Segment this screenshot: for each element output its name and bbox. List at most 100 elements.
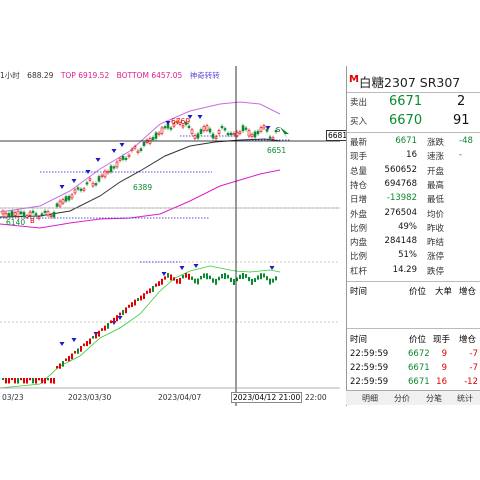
candle-body bbox=[10, 210, 14, 217]
indicator-candle bbox=[269, 278, 271, 285]
trading-screen: S B 1小时 688.29 TOP 6919.52 BOTTOM 6457.0… bbox=[0, 66, 480, 406]
candle-body bbox=[73, 189, 77, 194]
indicator-candle bbox=[149, 288, 151, 294]
indicator-candle bbox=[254, 278, 256, 283]
quote-row: 外盘 276504 均价 bbox=[347, 208, 480, 221]
indicator-name[interactable]: 神奇转转 bbox=[189, 71, 220, 80]
quote-row: 比例 49% 昨收 bbox=[347, 222, 480, 235]
indicator-candle bbox=[74, 351, 76, 354]
candle-body bbox=[112, 166, 116, 169]
candle-body bbox=[139, 148, 143, 151]
indicator-candle bbox=[41, 378, 43, 384]
candle-body bbox=[244, 127, 248, 130]
quote-row-label2: 最高 bbox=[427, 180, 445, 191]
quote-row-value: 560652 bbox=[384, 164, 417, 175]
quote-row-label2: 昨收 bbox=[427, 223, 445, 234]
candle-body bbox=[109, 165, 113, 173]
indicator-candle bbox=[140, 295, 142, 301]
indicator-candle bbox=[188, 273, 190, 280]
indicator-candle bbox=[86, 341, 88, 347]
indicator-candle bbox=[224, 273, 226, 280]
buy-volume: 91 bbox=[453, 113, 470, 128]
buy-row[interactable]: 买入 6670 91 bbox=[347, 113, 480, 128]
tab-price-dist[interactable]: 分价 bbox=[394, 394, 410, 403]
quote-row-label: 总量 bbox=[350, 166, 368, 177]
indicator-candle bbox=[92, 336, 94, 339]
big-col-chg: 增仓 bbox=[459, 287, 477, 297]
indicator-candle bbox=[260, 273, 262, 280]
support-resistance-dots bbox=[0, 135, 290, 263]
quote-row-label: 现手 bbox=[350, 152, 368, 163]
candle-body bbox=[61, 199, 65, 204]
label-last: 6651 bbox=[267, 146, 287, 155]
trade-time: 22:59:59 bbox=[350, 377, 389, 387]
indicator-candle bbox=[128, 304, 130, 308]
indicator-candle bbox=[77, 348, 79, 354]
signal-triangle bbox=[111, 149, 117, 153]
candle-body bbox=[220, 125, 224, 129]
indicator-candle bbox=[56, 366, 58, 369]
quote-header: M 白糖2307 SR307 bbox=[347, 72, 480, 90]
sell-volume: 2 bbox=[457, 94, 466, 109]
candlestick-chart[interactable]: S B bbox=[0, 66, 340, 406]
indicator-candle bbox=[236, 277, 238, 282]
indicator-candle bbox=[230, 277, 232, 283]
candle-body bbox=[253, 131, 257, 138]
candle-body bbox=[13, 212, 17, 216]
indicator-candle bbox=[119, 312, 121, 316]
quote-row-label: 最新 bbox=[350, 138, 368, 148]
trade-time: 22:59:59 bbox=[350, 363, 389, 373]
candle-body bbox=[163, 126, 167, 129]
indicator-candle bbox=[146, 290, 148, 294]
tab-detail[interactable]: 明细 bbox=[362, 394, 378, 403]
indicator-candle bbox=[44, 378, 46, 384]
indicator-candle bbox=[164, 276, 166, 280]
candle-body bbox=[172, 123, 176, 127]
candle-body bbox=[250, 134, 254, 137]
indicator-candle bbox=[80, 346, 82, 352]
indicator-candle bbox=[101, 328, 103, 331]
candle-body bbox=[7, 212, 11, 217]
sell-row[interactable]: 卖出 6671 2 bbox=[347, 94, 480, 109]
indicator-bottom: BOTTOM 6457.05 bbox=[116, 71, 183, 80]
quote-row: 总量 560652 开盘 bbox=[347, 165, 480, 178]
upper-band-path bbox=[0, 101, 281, 213]
indicator-candle bbox=[218, 276, 220, 281]
quote-row-value: -13982 bbox=[386, 193, 417, 204]
candle-body bbox=[85, 182, 89, 185]
signal-triangle bbox=[197, 115, 203, 119]
quote-row-label2: 昨结 bbox=[427, 238, 445, 249]
quote-row-label: 杠杆 bbox=[350, 266, 368, 277]
signal-triangle bbox=[187, 115, 193, 119]
lower-band-line bbox=[0, 169, 281, 229]
indicator-candle bbox=[116, 315, 118, 322]
contract-title[interactable]: 白糖2307 SR307 bbox=[359, 75, 461, 90]
quote-row: 杠杆 14.29 跌停 bbox=[347, 265, 480, 278]
candle-body bbox=[118, 158, 122, 161]
indicator-step-line bbox=[0, 265, 281, 389]
indicator-signal-triangle bbox=[179, 266, 185, 270]
indicator-candle bbox=[23, 378, 25, 384]
sell-label: 卖出 bbox=[350, 98, 368, 108]
indicator-candle bbox=[89, 338, 91, 345]
trade-vol: 16 bbox=[436, 377, 447, 387]
buy-signal-markers bbox=[59, 115, 275, 346]
indicator-candle bbox=[122, 310, 124, 315]
indicator-candle bbox=[26, 378, 28, 384]
candle-body bbox=[256, 130, 260, 135]
indicator-candle bbox=[194, 278, 196, 284]
quote-row-label: 比例 bbox=[350, 252, 368, 263]
candle-body bbox=[82, 188, 86, 191]
candle-body bbox=[214, 136, 218, 140]
trade-chg: -12 bbox=[464, 377, 478, 387]
candle-body bbox=[151, 137, 155, 140]
candle-body bbox=[202, 126, 206, 132]
col-chg: 增仓 bbox=[459, 335, 477, 345]
period-selector[interactable]: 1小时 bbox=[0, 71, 20, 80]
tab-stats[interactable]: 统计 bbox=[457, 394, 473, 403]
indicator-signal-triangle bbox=[71, 338, 77, 342]
candle-body bbox=[241, 125, 245, 132]
tab-ticks[interactable]: 分笔 bbox=[426, 394, 442, 403]
candle-body bbox=[187, 125, 191, 128]
indicator-candle bbox=[2, 378, 4, 380]
